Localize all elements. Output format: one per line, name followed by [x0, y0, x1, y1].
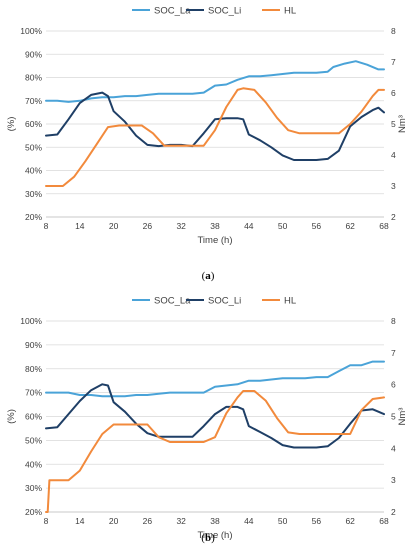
y2-tick-label: 5 — [391, 412, 396, 422]
y-tick-label: 60% — [25, 119, 42, 129]
y2-tick-label: 4 — [391, 443, 396, 453]
y-tick-label: 20% — [25, 212, 42, 222]
caption-open: ( — [201, 532, 205, 544]
caption-close: ) — [211, 532, 215, 544]
x-tick-label: 38 — [210, 221, 220, 231]
caption-open: ( — [202, 270, 206, 282]
x-tick-label: 62 — [345, 221, 355, 231]
y2-tick-label: 4 — [391, 150, 396, 160]
y-tick-label: 30% — [25, 189, 42, 199]
x-tick-label: 26 — [143, 516, 153, 526]
caption-close: ) — [211, 270, 215, 282]
x-tick-label: 14 — [75, 221, 85, 231]
y-tick-label: 90% — [25, 340, 42, 350]
y2-tick-label: 5 — [391, 119, 396, 129]
x-tick-label: 68 — [379, 516, 389, 526]
y-tick-label: 100% — [20, 26, 42, 36]
y-tick-label: 20% — [25, 507, 42, 517]
y-tick-label: 80% — [25, 364, 42, 374]
y-tick-label: 80% — [25, 73, 42, 83]
series-line-soc-la — [45, 60, 385, 103]
y-tick-label: 70% — [25, 96, 42, 106]
legend-label: SOC_La — [154, 6, 191, 17]
x-axis-title: Time (h) — [197, 235, 232, 246]
x-tick-label: 50 — [278, 221, 288, 231]
x-tick-label: 56 — [312, 221, 322, 231]
x-tick-label: 62 — [345, 516, 355, 526]
x-axis-title: Time (h) — [197, 530, 232, 541]
x-tick-label: 56 — [312, 516, 322, 526]
y-tick-label: 40% — [25, 459, 42, 469]
x-tick-label: 20 — [109, 221, 119, 231]
y2-tick-label: 7 — [391, 57, 396, 67]
x-tick-label: 32 — [176, 516, 186, 526]
caption-letter: a — [205, 270, 211, 282]
legend-label: HL — [284, 6, 296, 17]
y-axis-title: (%) — [6, 117, 17, 132]
x-tick-label: 44 — [244, 221, 254, 231]
legend-label: HL — [284, 296, 296, 307]
y-tick-label: 30% — [25, 483, 42, 493]
series-line-soc-li — [45, 383, 385, 449]
series-line-hl — [45, 87, 385, 187]
x-tick-label: 20 — [109, 516, 119, 526]
y-tick-label: 50% — [25, 142, 42, 152]
legend-label: SOC_Li — [208, 296, 241, 307]
caption-letter: b — [205, 532, 211, 544]
x-tick-label: 32 — [176, 221, 186, 231]
y2-tick-label: 8 — [391, 316, 396, 326]
y-axis-title: (%) — [6, 409, 17, 424]
series-line-soc-li — [45, 91, 385, 161]
y2-axis-title: Nm³ — [397, 115, 408, 133]
y2-tick-label: 3 — [391, 181, 396, 191]
series-line-hl — [45, 390, 385, 513]
x-tick-label: 26 — [143, 221, 153, 231]
y2-tick-label: 2 — [391, 212, 396, 222]
y2-tick-label: 3 — [391, 475, 396, 485]
y2-tick-label: 6 — [391, 380, 396, 390]
series-line-soc-la — [45, 360, 385, 398]
y2-tick-label: 6 — [391, 88, 396, 98]
legend-label: SOC_Li — [208, 6, 241, 17]
x-tick-label: 44 — [244, 516, 254, 526]
x-tick-label: 8 — [44, 221, 49, 231]
figure-caption: (b) — [201, 532, 215, 544]
x-tick-label: 38 — [210, 516, 220, 526]
y-tick-label: 40% — [25, 166, 42, 176]
y-tick-label: 60% — [25, 412, 42, 422]
y2-tick-label: 7 — [391, 348, 396, 358]
x-tick-label: 50 — [278, 516, 288, 526]
y-tick-label: 70% — [25, 388, 42, 398]
x-tick-label: 68 — [379, 221, 389, 231]
y2-axis-title: Nm³ — [397, 408, 408, 426]
y-tick-label: 90% — [25, 49, 42, 59]
legend-label: SOC_La — [154, 296, 191, 307]
y-tick-label: 100% — [20, 316, 42, 326]
x-tick-label: 14 — [75, 516, 85, 526]
figure-caption: (a) — [202, 270, 215, 282]
y2-tick-label: 2 — [391, 507, 396, 517]
y2-tick-label: 8 — [391, 26, 396, 36]
y-tick-label: 50% — [25, 435, 42, 445]
x-tick-label: 8 — [44, 516, 49, 526]
